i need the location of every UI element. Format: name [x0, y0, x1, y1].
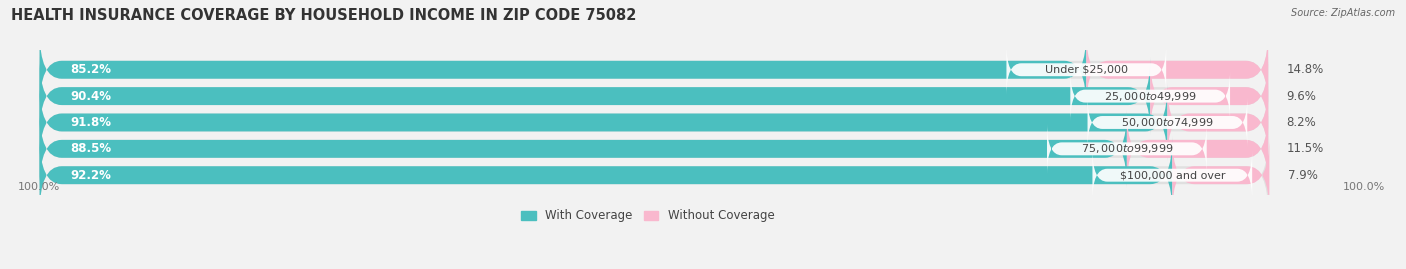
FancyBboxPatch shape — [1167, 84, 1268, 161]
Text: $100,000 and over: $100,000 and over — [1119, 170, 1225, 180]
Text: 100.0%: 100.0% — [1343, 182, 1385, 192]
Text: 88.5%: 88.5% — [70, 142, 111, 155]
Text: $50,000 to $74,999: $50,000 to $74,999 — [1121, 116, 1213, 129]
FancyBboxPatch shape — [39, 31, 1268, 108]
FancyBboxPatch shape — [1092, 150, 1253, 200]
Text: 14.8%: 14.8% — [1286, 63, 1324, 76]
Text: 8.2%: 8.2% — [1286, 116, 1316, 129]
FancyBboxPatch shape — [39, 31, 1087, 108]
Text: $75,000 to $99,999: $75,000 to $99,999 — [1081, 142, 1173, 155]
FancyBboxPatch shape — [1070, 71, 1230, 121]
Text: 85.2%: 85.2% — [70, 63, 111, 76]
FancyBboxPatch shape — [39, 110, 1126, 187]
Text: 92.2%: 92.2% — [70, 169, 111, 182]
Text: 7.9%: 7.9% — [1288, 169, 1317, 182]
Text: Source: ZipAtlas.com: Source: ZipAtlas.com — [1291, 8, 1395, 18]
Text: 90.4%: 90.4% — [70, 90, 111, 102]
FancyBboxPatch shape — [39, 58, 1150, 134]
Text: Under $25,000: Under $25,000 — [1045, 65, 1128, 75]
FancyBboxPatch shape — [39, 58, 1268, 134]
FancyBboxPatch shape — [1088, 97, 1247, 148]
FancyBboxPatch shape — [1007, 45, 1166, 95]
FancyBboxPatch shape — [1047, 124, 1206, 174]
FancyBboxPatch shape — [39, 110, 1268, 187]
Text: 11.5%: 11.5% — [1286, 142, 1324, 155]
Text: 91.8%: 91.8% — [70, 116, 111, 129]
FancyBboxPatch shape — [39, 137, 1173, 214]
FancyBboxPatch shape — [1126, 110, 1268, 187]
FancyBboxPatch shape — [1150, 58, 1268, 134]
FancyBboxPatch shape — [1087, 31, 1268, 108]
Text: 9.6%: 9.6% — [1286, 90, 1316, 102]
FancyBboxPatch shape — [1173, 137, 1270, 214]
FancyBboxPatch shape — [39, 84, 1167, 161]
Text: 100.0%: 100.0% — [17, 182, 59, 192]
Text: $25,000 to $49,999: $25,000 to $49,999 — [1104, 90, 1197, 102]
FancyBboxPatch shape — [39, 137, 1268, 214]
Legend: With Coverage, Without Coverage: With Coverage, Without Coverage — [516, 204, 779, 227]
FancyBboxPatch shape — [39, 84, 1268, 161]
Text: HEALTH INSURANCE COVERAGE BY HOUSEHOLD INCOME IN ZIP CODE 75082: HEALTH INSURANCE COVERAGE BY HOUSEHOLD I… — [11, 8, 637, 23]
